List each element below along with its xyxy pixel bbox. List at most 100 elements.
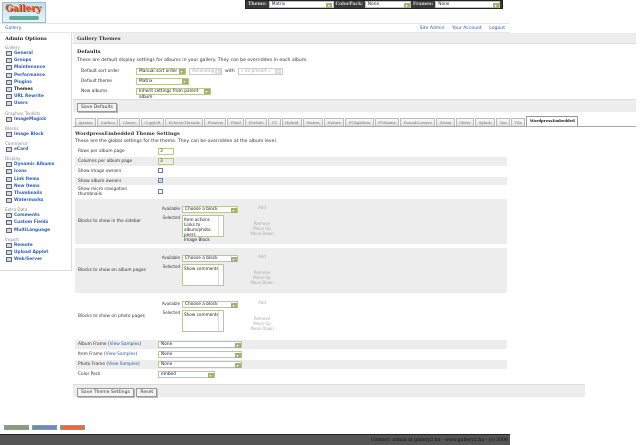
your-account-link[interactable]: Your Account [451, 25, 482, 31]
sidebar-move-down-button[interactable]: Move Down [250, 230, 274, 236]
default-theme-select[interactable]: Matrix [136, 77, 189, 85]
photo-remove-button[interactable]: Remove [253, 316, 271, 321]
album-selected-list[interactable]: Show comments [182, 264, 224, 286]
sidebar-available-select[interactable]: Choose a block [182, 206, 238, 213]
tab-hybrid[interactable]: Hybrid [281, 118, 302, 126]
photo-frame-view-samples[interactable]: View Samples [108, 362, 138, 367]
sidebar-item-ecard[interactable]: eCard [5, 146, 66, 153]
sort-order-select[interactable]: Manual sort order [136, 67, 186, 75]
selected-block-item[interactable]: Image Block [184, 237, 210, 242]
tab-tan[interactable]: Tan [496, 118, 511, 126]
tab-nature[interactable]: Nature [323, 118, 345, 126]
sidebar-item-watermarks[interactable]: Watermarks [5, 197, 66, 204]
new-albums-select[interactable]: Inherit settings from parent album [136, 87, 211, 100]
sidebar-item-upload-applet[interactable]: Upload Applet [5, 249, 66, 256]
sidebar-item-comments[interactable]: Comments [5, 212, 66, 219]
photo-move-down-button[interactable]: Move Down [250, 325, 274, 331]
tab-fluid[interactable]: Fluid [227, 118, 245, 126]
tab-pgtheme[interactable]: PGtheme [374, 118, 400, 126]
sidebar-move-up-button[interactable]: Move Up [253, 225, 271, 231]
tab-splash[interactable]: Splash [475, 118, 496, 126]
tab-roundcorners[interactable]: RoundCorners [400, 118, 436, 126]
tab-wordpressembedded[interactable]: WordpressEmbedded [526, 116, 579, 126]
tab-g1[interactable]: G1 [268, 118, 281, 126]
colorpack-select[interactable]: None [364, 1, 411, 8]
micro-nav-checkbox[interactable] [158, 188, 163, 194]
save-theme-settings-button[interactable]: Save Theme Settings [77, 388, 134, 397]
item-frame-view-samples[interactable]: View Samples [105, 352, 136, 357]
tab-tile[interactable]: Tile [511, 118, 526, 126]
gallery-badge[interactable] [32, 425, 57, 430]
sidebar-item-themes[interactable]: Themes [5, 86, 66, 93]
tab-pglightbox[interactable]: PGlightbox [345, 118, 374, 126]
theme-label: Theme: [248, 2, 267, 7]
tab-ajaxian[interactable]: Ajaxian [75, 118, 97, 126]
module-icon [6, 94, 12, 100]
site-admin-link[interactable]: Site Admin [419, 25, 445, 31]
tab-copyleft[interactable]: Copyleft [141, 118, 165, 126]
album-move-down-button[interactable]: Move Down [250, 279, 274, 285]
album-remove-button[interactable]: Remove [253, 270, 271, 275]
album-frame-view-samples[interactable]: View Samples [109, 342, 140, 347]
album-owners-checkbox[interactable]: ✔ [158, 178, 163, 183]
sidebar-item-link-items[interactable]: Link Items [5, 175, 66, 182]
sidebar-item-imagemagick[interactable]: ImageMagick [5, 116, 66, 123]
photo-add-button[interactable]: Add [258, 300, 266, 305]
sidebar-item-groups[interactable]: Groups [5, 57, 66, 64]
sidebar-item-users[interactable]: Users [5, 100, 66, 107]
theme-select[interactable]: Matrix [268, 1, 334, 8]
frames-select[interactable]: None [435, 1, 500, 8]
sidebar-add-button[interactable]: Add [258, 205, 266, 210]
photo-frame-select[interactable]: None [158, 361, 242, 368]
sidebar-item-web-server[interactable]: Web/Server [5, 256, 66, 263]
tab-classic[interactable]: Classic [119, 118, 141, 126]
sidebar-item-plugins[interactable]: Plugins [5, 79, 66, 86]
tab-slider[interactable]: Slider [455, 118, 475, 126]
tab-matrix[interactable]: Matrix [302, 118, 323, 126]
sort-order-label: Default sort order [81, 68, 120, 74]
sidebar-item-dynamic-albums[interactable]: Dynamic Albums [5, 161, 66, 168]
selected-block-item[interactable]: Show comments [184, 266, 219, 271]
sidebar-remove-button[interactable]: Remove [253, 221, 271, 226]
breadcrumb-gallery[interactable]: Gallery [5, 25, 22, 31]
sidebar-item-maintenance[interactable]: Maintenance [5, 64, 66, 71]
album-add-button[interactable]: Add [258, 254, 266, 259]
photo-move-up-button[interactable]: Move Up [253, 320, 271, 326]
sidebar-item-custom-fields[interactable]: Custom Fields [5, 219, 66, 226]
tab-floatrix[interactable]: Floatrix [204, 118, 227, 126]
sidebar-item-url-rewrite[interactable]: URL Rewrite [5, 93, 66, 100]
album-move-up-button[interactable]: Move Up [253, 274, 271, 280]
sidebar-item-image-block[interactable]: Image Block [5, 131, 66, 138]
reset-button[interactable]: Reset [136, 388, 158, 397]
selected-block-item[interactable]: Item actions [184, 217, 210, 222]
sidebar-item-icons[interactable]: Icons [5, 168, 66, 175]
item-frame-select[interactable]: None [158, 351, 242, 358]
color-pack-select[interactable]: embed [158, 371, 215, 378]
image-owners-checkbox[interactable] [158, 168, 163, 173]
sidebar-item-multilanguage[interactable]: MultiLanguage [5, 227, 66, 234]
selected-block-item[interactable]: Links to album/photo peers [184, 222, 211, 237]
sidebar-item-general[interactable]: General [5, 50, 66, 57]
w3c-badge[interactable] [4, 425, 29, 430]
save-defaults-button[interactable]: Save Defaults [77, 103, 117, 112]
sidebar-item-new-items[interactable]: New Items [5, 183, 66, 190]
tab-carbon[interactable]: Carbon [97, 118, 119, 126]
gallery-logo[interactable]: Gallery [2, 2, 46, 23]
sidebar-item-thumbnails[interactable]: Thumbnails [5, 190, 66, 197]
album-available-select[interactable]: Choose a block [182, 255, 238, 262]
tab-siriux[interactable]: Siriux [436, 118, 455, 126]
album-frame-select[interactable]: None [158, 341, 242, 348]
page-title: Gallery Themes [73, 33, 636, 44]
photo-available-select[interactable]: Choose a block [182, 301, 238, 308]
columns-input[interactable]: 3 [158, 158, 174, 165]
logout-link[interactable]: Logout [489, 25, 505, 31]
photo-selected-list[interactable]: Show comments [182, 310, 224, 332]
selected-block-item[interactable]: Show comments [184, 312, 219, 317]
sidebar-item-remote[interactable]: Remote [5, 242, 66, 249]
sidebar-selected-list[interactable]: Item actions Links to album/photo peers Im… [182, 215, 224, 242]
sidebar-item-performance[interactable]: Performance [5, 72, 66, 79]
tab-forsale[interactable]: ForSale [245, 118, 268, 126]
gallery-powered-badge[interactable] [60, 425, 85, 430]
tab-eclecticthreads[interactable]: EclecticThreads [165, 118, 204, 126]
rows-input[interactable]: 3 [158, 148, 174, 155]
